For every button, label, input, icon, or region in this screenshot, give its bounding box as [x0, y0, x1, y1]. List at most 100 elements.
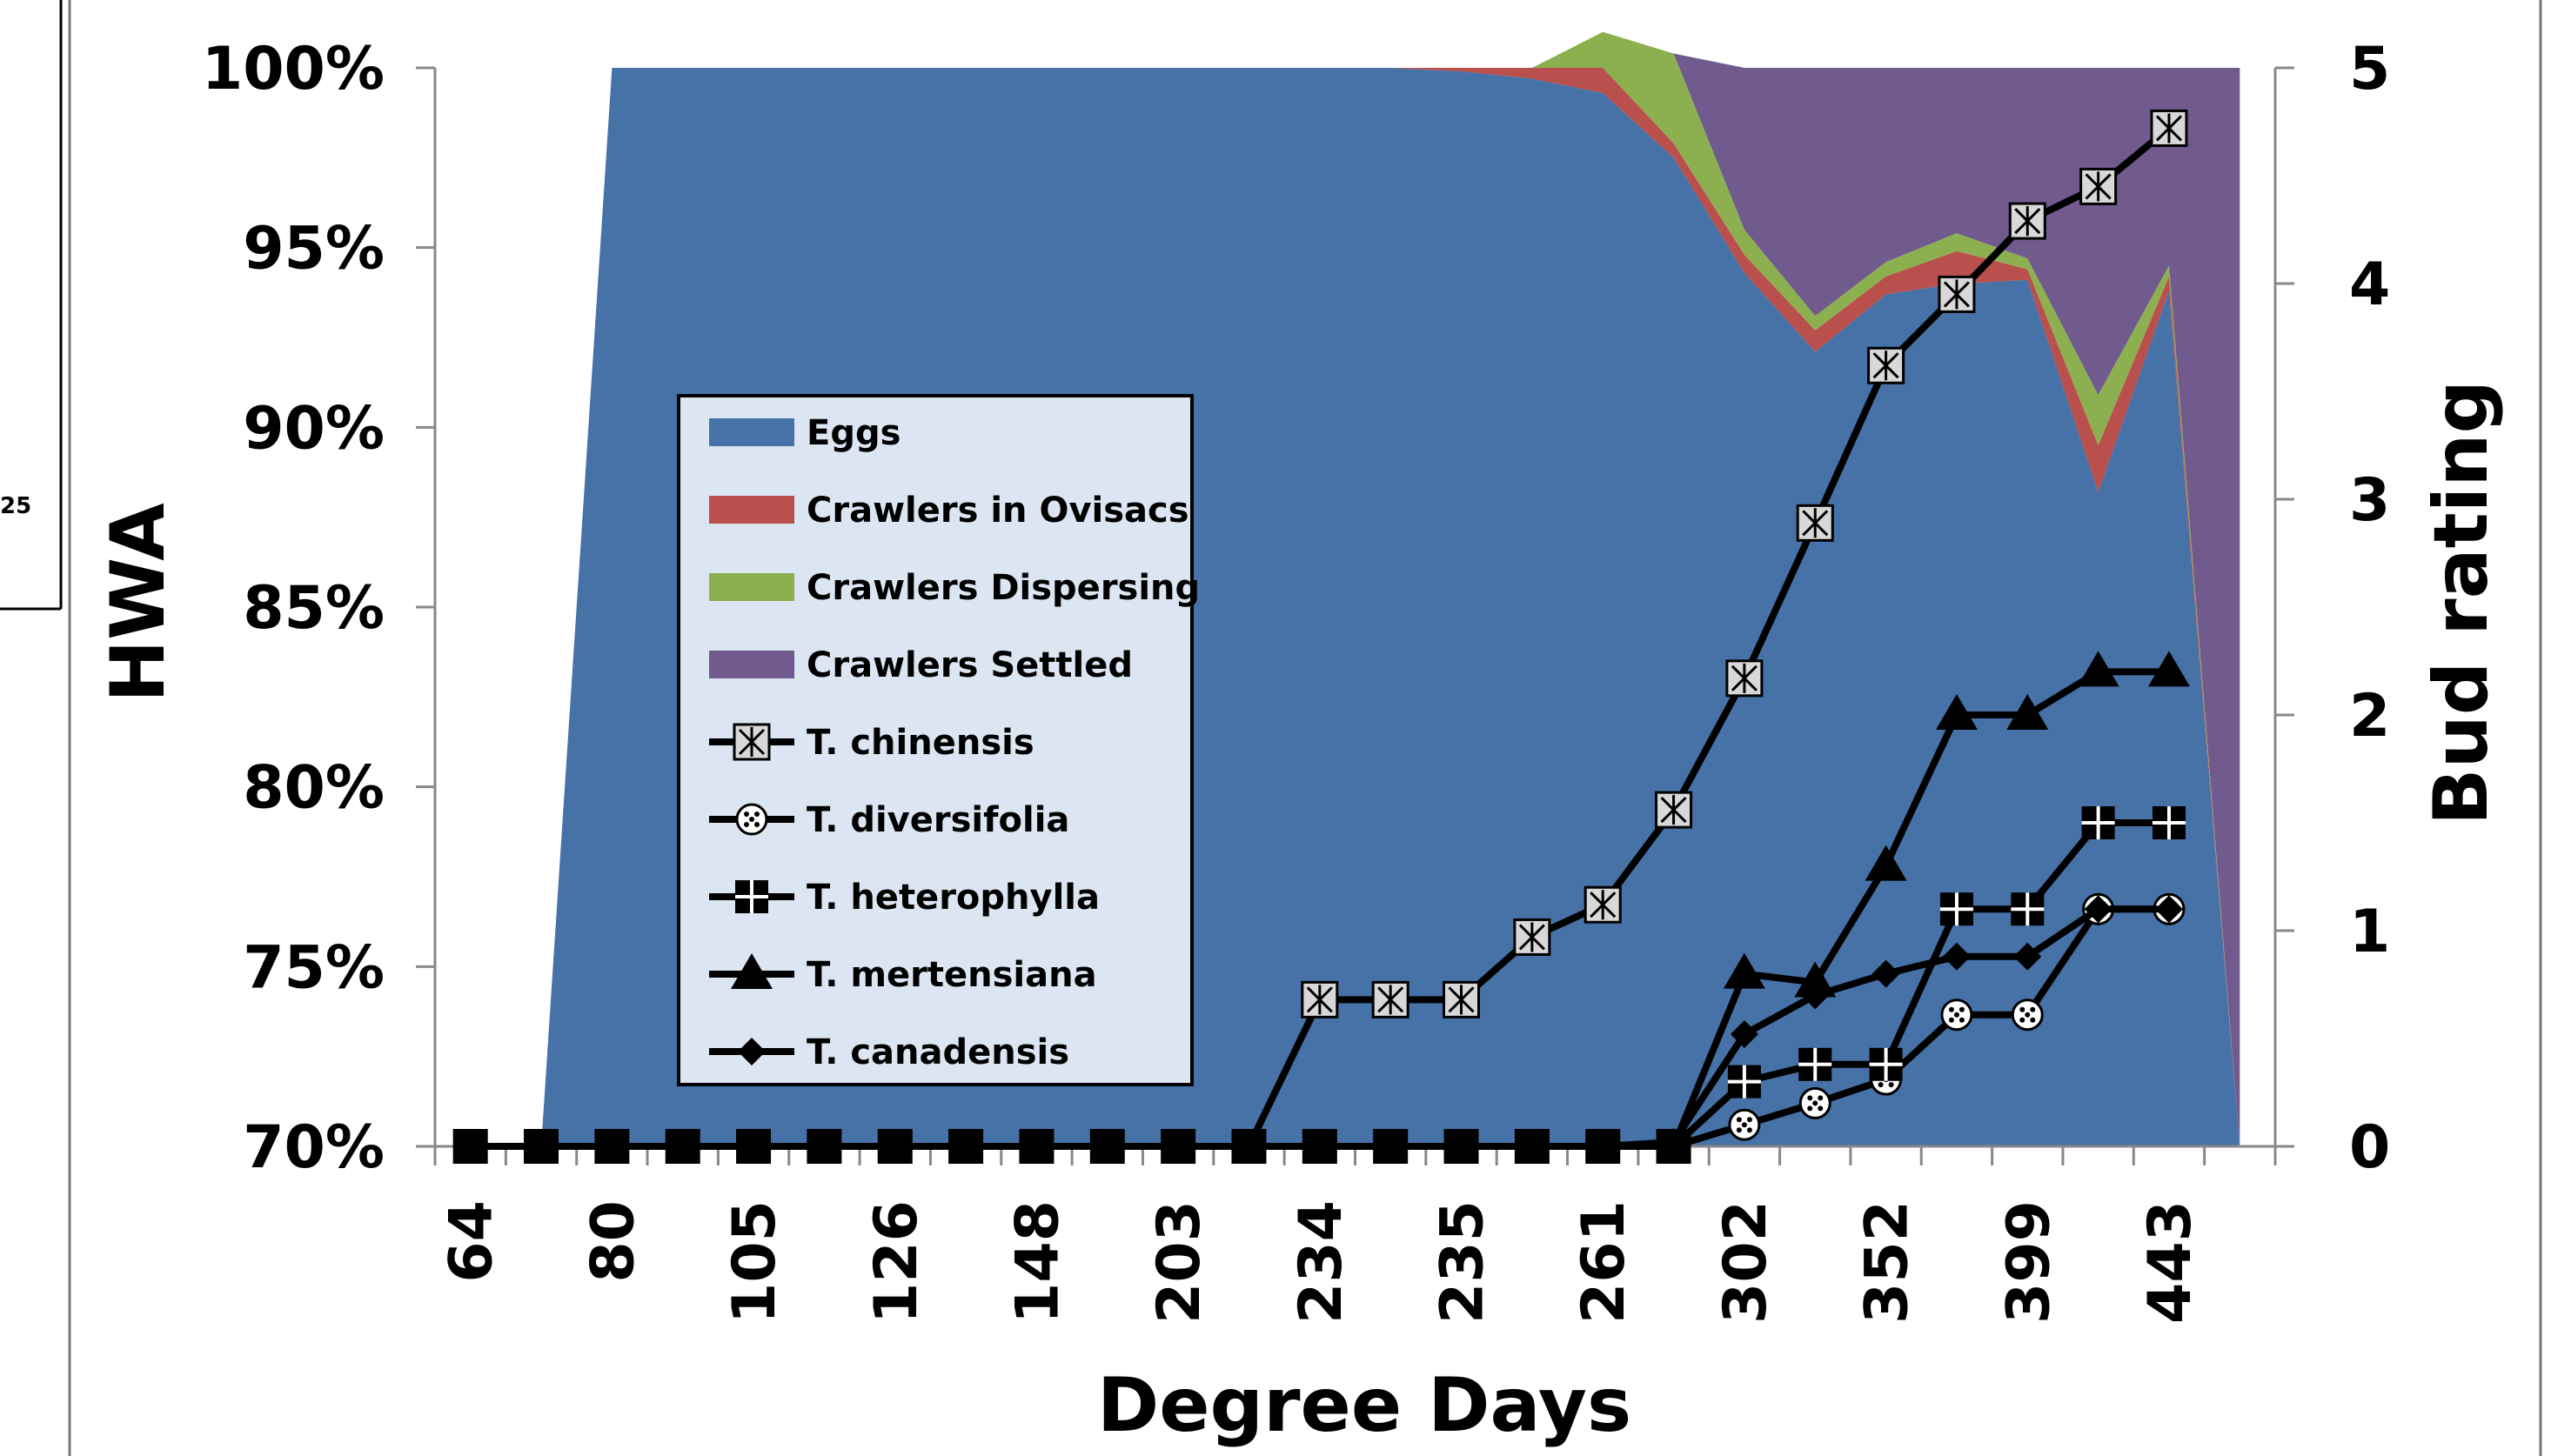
marker-asterisk: [738, 727, 766, 757]
marker-square: [1019, 1129, 1055, 1164]
marker-dot: [1818, 1105, 1824, 1112]
area-crawlers-dispersing: [470, 31, 2240, 1147]
y-left-tick-label: 70%: [243, 1113, 385, 1182]
y-left-tick-label: 95%: [243, 215, 385, 284]
marker-cross: [2152, 806, 2186, 839]
marker-dot: [754, 822, 760, 827]
edge-label: 25: [0, 493, 31, 519]
marker-dot: [1958, 1006, 1965, 1012]
marker-asterisk: [1731, 663, 1758, 693]
legend-swatch: [709, 651, 794, 678]
marker-dot: [1958, 1017, 1965, 1023]
marker-dot: [744, 811, 749, 817]
marker-asterisk: [1660, 795, 1687, 825]
marker-square: [1302, 1129, 1337, 1164]
y-right-tick-label: 3: [2349, 466, 2390, 535]
marker-dot: [1746, 1127, 1752, 1133]
marker-asterisk: [1590, 890, 1617, 920]
x-tick-label: 80: [579, 1200, 647, 1283]
legend-label: Crawlers in Ovisacs: [807, 491, 1189, 531]
marker-asterisk: [2014, 206, 2041, 237]
marker-square: [877, 1129, 913, 1164]
marker-diamond: [2084, 895, 2112, 924]
marker-diamond: [1730, 1020, 1758, 1049]
marker-asterisk: [1943, 279, 1971, 310]
marker-square: [452, 1129, 488, 1164]
marker-dot: [2030, 1017, 2036, 1023]
y-right-tick-label: 0: [2349, 1113, 2390, 1182]
y-right-tick-label: 2: [2349, 682, 2390, 751]
marker-square: [1585, 1129, 1621, 1164]
marker-dot: [2019, 1006, 2025, 1012]
x-tick-label: 261: [1570, 1200, 1638, 1324]
marker-dot: [1807, 1105, 1813, 1112]
x-tick-label: 126: [862, 1200, 931, 1324]
marker-triangle: [2147, 651, 2190, 687]
y-left-tick-label: 80%: [243, 754, 385, 823]
series-t-chinensis: [470, 109, 2188, 1150]
marker-asterisk: [1518, 922, 1545, 952]
legend-label: Crawlers Settled: [807, 645, 1133, 685]
y-left-tick-label: 90%: [243, 394, 385, 463]
marker-cross: [2081, 806, 2115, 839]
marker-diamond: [1871, 959, 1900, 988]
line-layer: [452, 109, 2190, 1164]
marker-triangle: [1723, 952, 1765, 989]
marker-triangle: [1794, 961, 1837, 998]
x-tick-label: 302: [1711, 1200, 1780, 1324]
marker-square: [1161, 1129, 1196, 1164]
marker-square: [948, 1129, 984, 1164]
marker-square: [1656, 1129, 1691, 1164]
y-left-tick-label: 75%: [243, 933, 385, 1002]
marker-triangle: [2077, 651, 2119, 687]
marker-cross: [1939, 892, 1973, 926]
marker-asterisk: [1872, 351, 1899, 381]
legend-swatch: [709, 418, 794, 446]
area-crawlers-settled: [470, 31, 2240, 1147]
marker-cross: [1727, 1065, 1761, 1099]
marker-square: [524, 1129, 559, 1164]
y-right-tick-label: 4: [2349, 250, 2390, 319]
marker-dot: [1888, 1082, 1894, 1088]
marker-dot: [1948, 1017, 1954, 1023]
marker-diamond: [1942, 942, 1971, 971]
legend-items: Eggs Crawlers in Ovisacs Crawlers Dispersi…: [709, 413, 1200, 1072]
x-tick-label: 148: [1003, 1200, 1072, 1324]
marker-triangle: [1865, 845, 1907, 881]
legend-swatch: [709, 496, 794, 524]
legend-swatch: [709, 573, 794, 601]
marker-cross: [1798, 1047, 1832, 1081]
marker-square: [665, 1129, 700, 1164]
marker-triangle: [2006, 694, 2049, 730]
legend-label: T. canadensis: [807, 1032, 1069, 1072]
marker-square: [1089, 1129, 1125, 1164]
marker-asterisk: [2155, 113, 2183, 144]
marker-square: [736, 1129, 772, 1164]
marker-dot: [2030, 1006, 2036, 1012]
y-right-tick-label: 5: [2349, 35, 2390, 104]
x-tick-label: 443: [2136, 1200, 2205, 1324]
marker-dot: [754, 811, 760, 817]
marker-square: [807, 1129, 842, 1164]
legend-label: Crawlers Dispersing: [807, 568, 1200, 608]
marker-diamond: [2154, 895, 2183, 924]
marker-dot: [1878, 1082, 1884, 1088]
marker-diamond: [2013, 942, 2042, 971]
x-tick-label: 203: [1145, 1200, 1214, 1324]
legend-label: Eggs: [807, 413, 901, 453]
marker-dot: [1736, 1127, 1742, 1133]
marker-square: [1231, 1129, 1267, 1164]
x-axis-title: Degree Days: [1097, 1362, 1631, 1449]
marker-asterisk: [1802, 508, 1829, 538]
legend-label: T. mertensiana: [807, 955, 1097, 995]
marker-dot: [1948, 1006, 1954, 1012]
marker-asterisk: [1377, 985, 1404, 1015]
marker-asterisk: [2085, 171, 2112, 202]
y-left-tick-label: 100%: [202, 35, 385, 104]
legend-label: T. heterophylla: [807, 878, 1100, 918]
y-right-tick-label: 1: [2349, 898, 2390, 966]
marker-square: [1373, 1129, 1409, 1164]
x-tick-label: 234: [1287, 1200, 1356, 1324]
marker-dot: [1812, 1100, 1818, 1106]
